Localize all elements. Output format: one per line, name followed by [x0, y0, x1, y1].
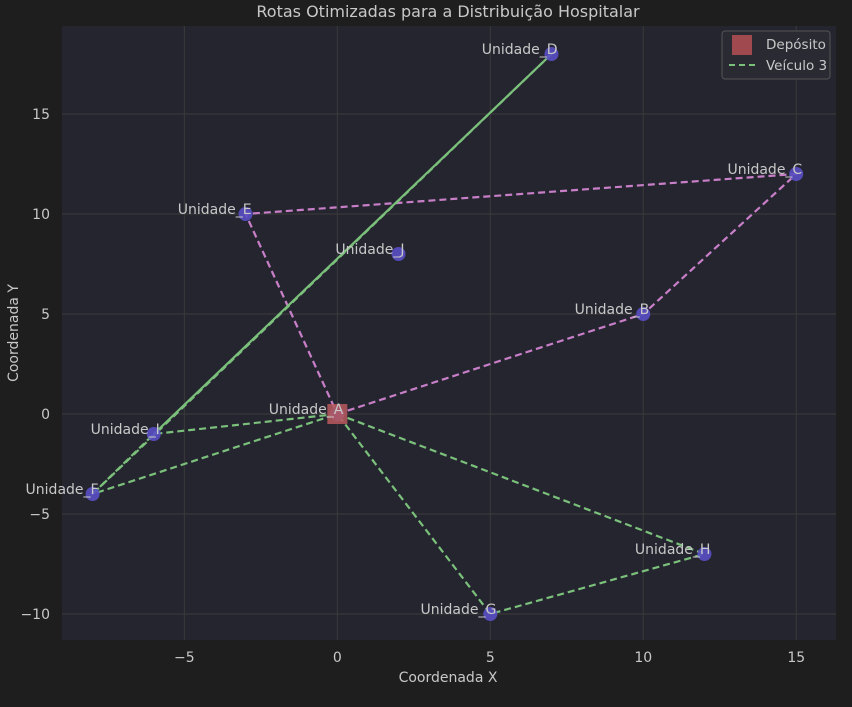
y-tick-label: 10 [32, 207, 50, 223]
point-label-layer: Unidade_A Unidade_B Unidade_C Unidade_D Unid… [26, 42, 803, 618]
y-tick-label: −5 [29, 507, 50, 523]
unit-point [85, 487, 100, 501]
legend-route-label: Veículo 3 [766, 58, 827, 74]
x-tick-label: −5 [174, 650, 195, 666]
y-tick-label: 15 [32, 107, 50, 123]
plot-area [62, 26, 836, 640]
unit-label: Unidade_G [420, 602, 496, 618]
unit-label: Unidade_E [178, 202, 252, 218]
legend-depot-marker [732, 35, 752, 55]
unit-label: Unidade_C [727, 162, 802, 178]
unit-label: Unidade_J [335, 242, 404, 258]
route-line [91, 53, 553, 495]
unit-point [146, 427, 161, 441]
unit-point [544, 47, 559, 61]
route-line [91, 412, 338, 496]
unit-point [789, 167, 804, 181]
unit-label: Unidade_B [575, 302, 650, 318]
depot-marker [327, 404, 348, 424]
x-tick-label: 0 [333, 650, 342, 666]
legend-depot-label: Depósito [766, 37, 826, 53]
unit-label: Unidade_I [91, 422, 160, 438]
x-axis-label: Coordenada X [399, 670, 498, 686]
x-tick-label: 15 [787, 650, 805, 666]
legend: Depósito Veículo 3 [721, 30, 831, 80]
x-tick-label: 10 [634, 650, 652, 666]
x-tick-label: 5 [486, 650, 495, 666]
unit-label: Unidade_H [635, 542, 711, 558]
unit-label: Unidade_D [482, 42, 558, 58]
unit-point [391, 247, 406, 261]
point-layer [85, 47, 804, 621]
y-axis-label: Coordenada Y [6, 284, 22, 382]
unit-label: Unidade_F [26, 482, 99, 498]
unit-point [483, 607, 498, 621]
tick-layer: −5 0 5 10 15 −10 −5 0 5 10 15 [20, 107, 805, 666]
unit-point [636, 307, 651, 321]
y-tick-label: −10 [20, 607, 50, 623]
unit-point [697, 547, 712, 561]
chart-title: Rotas Otimizadas para a Distribuição Hos… [256, 2, 640, 21]
route-line [336, 412, 706, 616]
grid-layer [62, 26, 836, 640]
y-tick-label: 0 [41, 407, 50, 423]
unit-label: Unidade_A [269, 402, 344, 418]
y-tick-label: 5 [41, 307, 50, 323]
unit-point [238, 207, 253, 221]
